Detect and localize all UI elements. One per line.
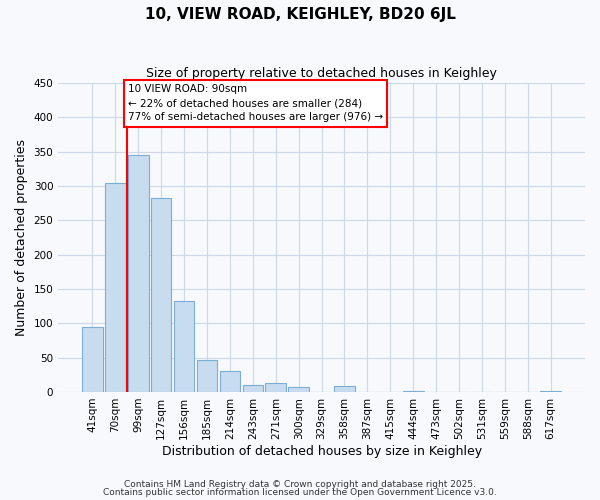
X-axis label: Distribution of detached houses by size in Keighley: Distribution of detached houses by size … [161, 444, 482, 458]
Title: Size of property relative to detached houses in Keighley: Size of property relative to detached ho… [146, 68, 497, 80]
Bar [105, 182, 125, 392]
Bar [289, 387, 309, 392]
Bar [197, 360, 217, 392]
Text: 10 VIEW ROAD: 90sqm
← 22% of detached houses are smaller (284)
77% of semi-detac: 10 VIEW ROAD: 90sqm ← 22% of detached ho… [128, 84, 383, 122]
Text: Contains HM Land Registry data © Crown copyright and database right 2025.: Contains HM Land Registry data © Crown c… [124, 480, 476, 489]
Text: 10, VIEW ROAD, KEIGHLEY, BD20 6JL: 10, VIEW ROAD, KEIGHLEY, BD20 6JL [145, 8, 455, 22]
Bar [128, 155, 149, 392]
Text: Contains public sector information licensed under the Open Government Licence v3: Contains public sector information licen… [103, 488, 497, 497]
Bar [151, 198, 172, 392]
Bar [174, 300, 194, 392]
Bar [82, 326, 103, 392]
Bar [220, 372, 240, 392]
Y-axis label: Number of detached properties: Number of detached properties [15, 139, 28, 336]
Bar [334, 386, 355, 392]
Bar [265, 383, 286, 392]
Bar [242, 385, 263, 392]
